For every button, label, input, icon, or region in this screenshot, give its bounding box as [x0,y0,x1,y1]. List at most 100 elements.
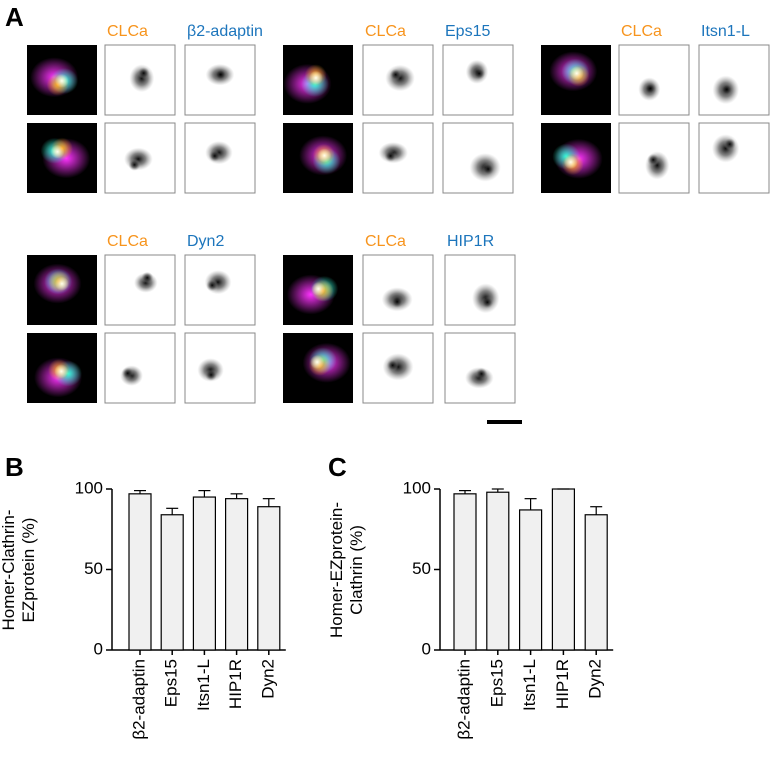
bar [551,488,576,651]
gray-image [184,44,256,116]
image-blob [206,279,219,292]
bar [192,496,216,651]
merge-image [27,255,97,325]
image-blob [208,149,221,162]
gray-image [698,122,770,194]
x-tick-label: β2-adaptin [454,659,473,740]
image-blob [137,67,150,80]
gray-image [104,122,176,194]
x-tick-label: Itsn1-L [520,659,539,711]
image-blob [121,367,134,380]
gray-image [442,122,514,194]
y-tick-label: 0 [94,639,103,658]
x-tick-label: HIP1R [226,659,245,709]
gray-image [444,254,516,326]
image-blob [386,359,399,372]
gray-image [104,332,176,404]
gray-image [104,44,176,116]
gray-image [184,122,256,194]
bar [584,514,608,651]
image-blob [720,83,733,96]
image-blob [391,295,404,308]
blob-core [317,148,332,163]
gray-image [618,44,690,116]
gray-image [362,254,434,326]
bar [128,493,152,651]
scale-bar [487,420,522,424]
channel-label: CLCa [107,23,148,40]
x-tick-label: Eps15 [487,659,506,707]
blob-core [308,70,323,85]
bar [225,498,249,651]
blob-core [50,144,65,159]
blob-core [54,276,69,291]
panel-label: B [5,452,24,482]
channel-label: HIP1R [447,233,495,250]
image-blob [473,67,486,80]
image-blob [482,163,495,176]
channel-label: CLCa [365,23,406,40]
image-blob [723,138,736,151]
merge-image [541,123,611,193]
y-axis-label: Homer-Clathrin-EZprotein (%) [0,509,38,630]
channel-label: CLCa [365,233,406,250]
gray-image [618,122,690,194]
merge-image [283,255,353,325]
blob-core [310,355,325,370]
x-tick-label: Itsn1-L [194,659,213,711]
gray-image [442,44,514,116]
panel-label: C [328,452,347,482]
merge-image [283,123,353,193]
merge-image [283,333,353,403]
y-tick-label: 50 [412,559,431,578]
channel-label: CLCa [621,23,662,40]
bar [160,514,184,651]
y-tick-label: 0 [422,639,431,658]
image-blob [214,68,227,81]
gray-image [444,332,516,404]
x-tick-label: HIP1R [553,659,572,709]
gray-image [184,332,256,404]
blob-core [311,281,326,296]
y-tick-label: 100 [403,478,431,497]
y-tick-label: 50 [84,559,103,578]
x-tick-label: β2-adaptin [129,659,148,740]
merge-image [541,45,611,115]
blob-core [569,66,584,81]
y-tick-label: 100 [75,478,103,497]
image-blob [141,271,154,284]
blob-core [563,155,578,170]
y-axis-label: Homer-EZprotein-Clathrin (%) [327,501,366,638]
panel-label: A [5,2,24,32]
bar [257,506,281,651]
x-tick-label: Eps15 [162,659,181,707]
merge-image [27,333,97,403]
image-blob [644,82,657,95]
gray-image [362,44,434,116]
channel-label: Itsn1-L [701,23,750,40]
merge-image [27,123,97,193]
bar [486,491,510,651]
blob-core [54,73,69,88]
image-blob [475,367,488,380]
channel-label: Eps15 [445,23,491,40]
blob-core [54,364,69,379]
channel-label: CLCa [107,233,148,250]
image-blob [389,68,402,81]
image-frame [362,332,434,404]
image-frame [104,332,176,404]
merge-image [27,45,97,115]
channel-label: β2-adaptin [187,23,263,40]
image-blob [647,153,660,166]
bar [518,509,543,651]
image-blob [205,368,218,381]
gray-image [104,254,176,326]
gray-image [184,254,256,326]
bar [453,493,477,651]
image-blob [384,149,397,162]
gray-image [362,122,434,194]
channel-label: Dyn2 [187,233,225,250]
image-blob [128,158,141,171]
